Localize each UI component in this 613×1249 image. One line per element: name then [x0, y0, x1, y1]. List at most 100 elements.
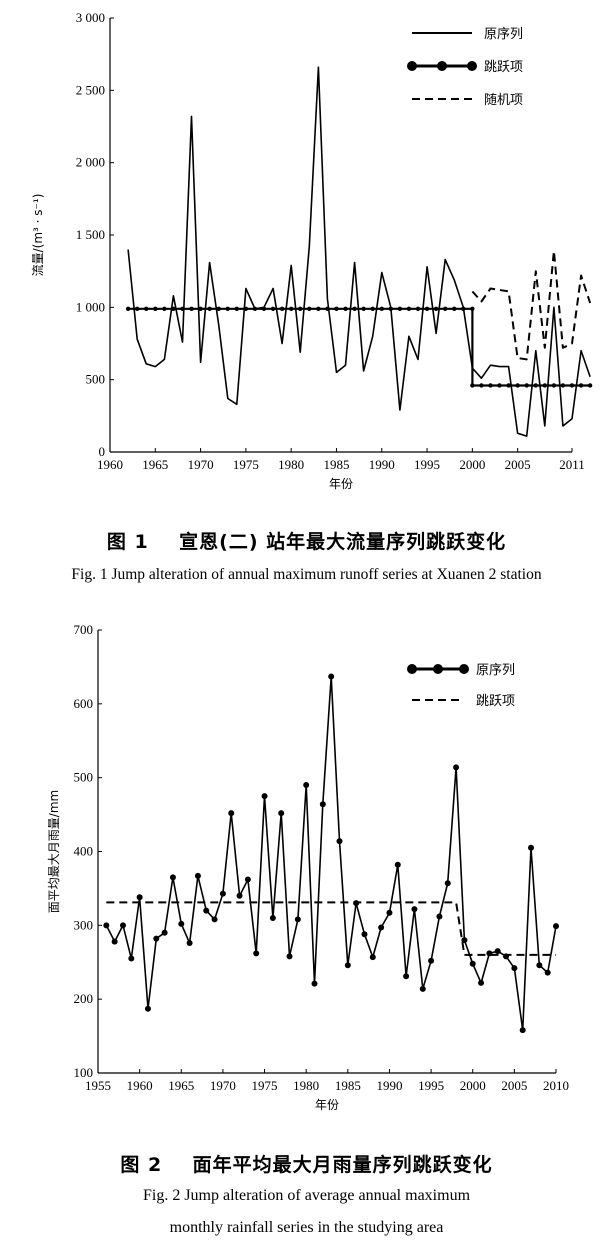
fig1-x-tick-label: 1960 [97, 457, 123, 472]
fig1-y-tick-label: 2 000 [76, 155, 105, 170]
fig1-series-2-point [488, 383, 493, 388]
fig1-x-tick-label: 2005 [505, 457, 531, 472]
fig2-series-1-point [519, 1027, 526, 1034]
fig2-series-1-point [269, 914, 276, 921]
fig2-x-tick-label: 1995 [418, 1078, 444, 1093]
fig1-series-2-point [144, 306, 149, 311]
fig2-series-1-point [344, 962, 351, 969]
fig1-series-2-point [397, 306, 403, 311]
fig2-series-1-point [436, 913, 443, 920]
fig2-series-1-point [111, 938, 118, 945]
fig2-legend-label-1: 原序列 [476, 663, 515, 678]
fig2-series-1-point [128, 955, 135, 962]
fig2-series-1-point [286, 953, 293, 960]
fig2-series-1-point [453, 764, 460, 771]
fig1-x-tick-label: 2011 [559, 457, 585, 472]
fig1-series-2-point [316, 306, 321, 311]
fig2-series-1-line [105, 675, 557, 1031]
fig1-legend-marker [437, 61, 447, 71]
fig2-series-1-point [319, 801, 326, 808]
fig2-x-tick-label: 1985 [335, 1078, 361, 1093]
fig2-series-1-point [394, 861, 401, 868]
fig2-series-1-point [428, 957, 435, 964]
fig1-x-tick-label: 1995 [414, 457, 440, 472]
fig1-y-axis-label: 流量/(m³ · s⁻¹) [31, 194, 45, 277]
fig1-series-2-point [470, 383, 475, 388]
fig1-series-2-point [533, 383, 538, 388]
fig2-series-1-point [253, 950, 260, 957]
fig1-y-tick-label: 2 500 [76, 82, 105, 97]
fig1-series-2-point [298, 306, 303, 311]
fig2-series-1-point [461, 937, 468, 944]
fig1-series-2-point [180, 306, 185, 311]
fig2-y-tick-label: 100 [74, 1065, 94, 1080]
fig2-series-1-point [536, 962, 543, 969]
fig2-series-1-point [303, 782, 310, 789]
chart-1: 0 500 1 000 1 500 2 000 2 500 3 000 1960 1965 197… [31, 10, 593, 491]
fig2-series-1-point [386, 909, 393, 916]
fig1-series-2-point [216, 306, 221, 311]
fig2-series-1-point [219, 890, 226, 897]
fig1-series-3-line [471, 249, 592, 361]
fig2-series-1-point [211, 916, 218, 923]
fig1-series-2-point [307, 306, 312, 311]
fig2-series-1-point [144, 1005, 151, 1012]
fig1-x-tick-label: 1975 [233, 457, 259, 472]
fig1-series-2-point [524, 383, 529, 388]
fig2-series-1-point [328, 673, 335, 680]
fig2-series-1-point [419, 985, 426, 992]
fig1-x-tick-label: 1985 [323, 457, 349, 472]
fig2-series-1-point [186, 940, 193, 947]
fig1-series-2-point [433, 306, 439, 311]
fig2-series-1-point [244, 876, 251, 883]
fig2-caption-zh: 图 2 面年平均最大月雨量序列跳跃变化 [0, 1150, 613, 1177]
fig2-series-1-point [194, 872, 201, 879]
fig2-series-1-point [103, 922, 110, 929]
fig2-y-axis-label: 面平均最大月雨量/mm [47, 790, 61, 913]
fig1-x-tick-label: 1970 [188, 457, 214, 472]
fig2-series-1-point [511, 965, 518, 972]
fig1-series-2-point [442, 306, 448, 311]
fig2-x-tick-label: 2000 [460, 1078, 486, 1093]
fig1-series-2-point [424, 306, 430, 311]
fig2-series-1-point [494, 948, 501, 955]
fig1-series-2-point [515, 383, 520, 388]
fig2-series-1-point [178, 920, 185, 927]
fig2-series-1-point [369, 954, 376, 961]
fig2-caption-en-line1: Fig. 2 Jump alteration of average annual… [142, 1187, 471, 1204]
fig2-series-1-point [378, 924, 385, 931]
fig1-series-2-point [125, 306, 131, 311]
fig1-x-tick-label: 2000 [459, 457, 485, 472]
fig2-series-1-point [444, 880, 451, 887]
fig2-series-1-point [161, 929, 168, 936]
fig2-x-tick-label: 1965 [168, 1078, 194, 1093]
fig2-series-1-point [261, 793, 268, 800]
fig2-x-tick-label: 1955 [85, 1078, 111, 1093]
fig1-series-2-point [279, 306, 285, 311]
fig2-series-1-point [153, 935, 160, 942]
fig1-series-2-point [542, 383, 548, 388]
fig1-series-2-point [569, 383, 575, 388]
fig1-x-axis-label: 年份 [329, 477, 353, 491]
fig2-x-tick-label: 1970 [210, 1078, 236, 1093]
fig1-y-tick-label: 3 000 [76, 10, 105, 25]
fig2-legend-marker [433, 664, 443, 674]
fig1-y-tick-label: 500 [86, 372, 106, 387]
fig1-label: 图 1 [106, 531, 149, 553]
fig1-y-tick-label: 1 000 [76, 299, 105, 314]
fig1-series-2-point [225, 306, 230, 311]
fig2-x-tick-label: 1975 [252, 1078, 278, 1093]
fig2-y-tick-label: 200 [74, 991, 94, 1006]
fig1-series-2-point [261, 306, 267, 311]
fig1-series-2-point [497, 383, 502, 388]
fig1-legend-marker [407, 61, 417, 71]
fig1-y-tick-label: 0 [99, 444, 106, 459]
fig2-label: 图 2 [120, 1154, 163, 1176]
fig1-legend-label-1: 原序列 [484, 27, 523, 42]
fig1-title: 宣恩(二) 站年最大流量序列跳跃变化 [179, 531, 507, 553]
fig1-series-1-line [127, 66, 591, 437]
fig2-x-axis-label: 年份 [315, 1098, 339, 1112]
chart-2: 100 200 300 400 500 600 700 1955 1960 1965 1970 197… [47, 622, 569, 1112]
fig1-legend-marker [467, 61, 477, 71]
fig2-legend-marker [407, 664, 417, 674]
